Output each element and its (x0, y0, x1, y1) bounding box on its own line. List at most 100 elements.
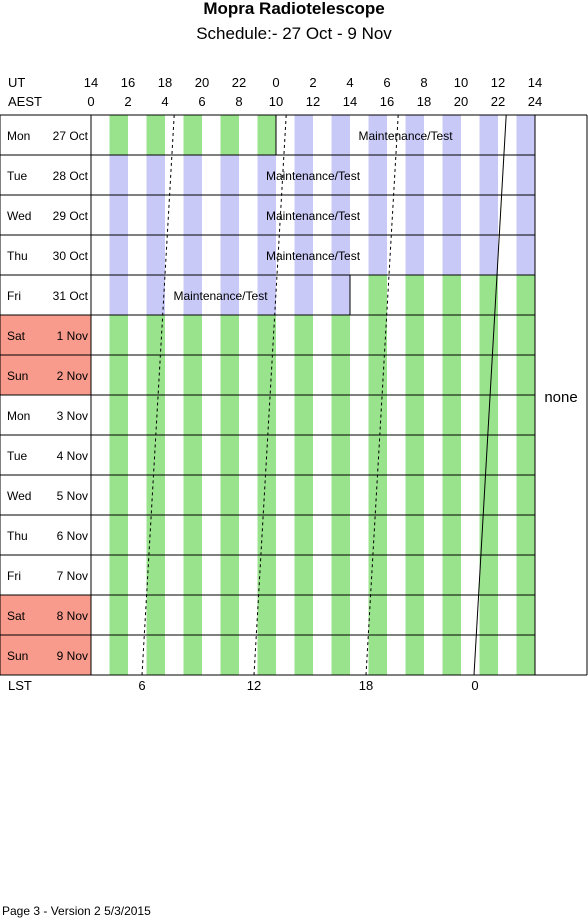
schedule-stripe (220, 355, 239, 395)
schedule-stripe (331, 315, 350, 355)
schedule-stripe (220, 475, 239, 515)
aest-tick-label: 14 (343, 94, 357, 109)
schedule-stripe (405, 275, 424, 315)
schedule-stripe (405, 355, 424, 395)
schedule-stripe (479, 355, 498, 395)
schedule-stripe (331, 115, 350, 155)
schedule-stripe (294, 115, 313, 155)
date-label: 6 Nov (57, 529, 88, 543)
schedule-stripe (405, 395, 424, 435)
day-of-week-label: Fri (7, 569, 21, 583)
date-label: 27 Oct (53, 129, 89, 143)
date-label: 5 Nov (57, 489, 88, 503)
schedule-stripe (405, 555, 424, 595)
schedule-stripe (220, 195, 239, 235)
aest-tick-label: 6 (198, 94, 205, 109)
schedule-stripe (109, 515, 128, 555)
schedule-stripe (294, 275, 313, 315)
ut-tick-label: 16 (121, 75, 135, 90)
schedule-stripe (183, 315, 202, 355)
ut-tick-label: 14 (84, 75, 98, 90)
schedule-stripe (479, 595, 498, 635)
ut-tick-label: 0 (272, 75, 279, 90)
aest-tick-label: 12 (306, 94, 320, 109)
schedule-stripe (442, 395, 461, 435)
schedule-stripe (516, 435, 535, 475)
day-of-week-label: Thu (7, 249, 28, 263)
schedule-stripe (257, 115, 276, 155)
schedule-stripe (331, 595, 350, 635)
maintenance-block-label: Maintenance/Test (266, 249, 361, 263)
schedule-stripe (146, 595, 165, 635)
schedule-stripe (146, 275, 165, 315)
date-label: 9 Nov (57, 649, 88, 663)
day-of-week-label: Mon (7, 129, 30, 143)
schedule-stripe (109, 395, 128, 435)
schedule-stripe (294, 475, 313, 515)
schedule-stripe (183, 555, 202, 595)
schedule-stripe (442, 275, 461, 315)
schedule-stripe (331, 155, 350, 195)
maintenance-block-label: Maintenance/Test (358, 129, 453, 143)
date-label: 3 Nov (57, 409, 88, 423)
schedule-stripe (479, 195, 498, 235)
schedule-stripe (368, 195, 387, 235)
aest-axis-label: AEST (8, 94, 42, 109)
schedule-stripe (405, 595, 424, 635)
schedule-stripe (109, 595, 128, 635)
schedule-stripe (442, 155, 461, 195)
schedule-stripe (516, 155, 535, 195)
schedule-stripe (331, 435, 350, 475)
aest-tick-label: 16 (380, 94, 394, 109)
schedule-stripe (183, 115, 202, 155)
day-of-week-label: Fri (7, 289, 21, 303)
schedule-stripe (479, 155, 498, 195)
schedule-stripe (109, 435, 128, 475)
schedule-stripe (109, 275, 128, 315)
schedule-stripe (183, 355, 202, 395)
schedule-stripe (257, 515, 276, 555)
schedule-stripe (109, 315, 128, 355)
day-of-week-label: Sun (7, 369, 28, 383)
schedule-stripe (294, 435, 313, 475)
ut-tick-label: 14 (528, 75, 542, 90)
schedule-stripe (331, 235, 350, 275)
schedule-stripe (220, 635, 239, 675)
schedule-stripe (516, 235, 535, 275)
schedule-stripe (183, 595, 202, 635)
schedule-stripe (257, 435, 276, 475)
day-of-week-label: Tue (7, 449, 28, 463)
schedule-stripe (257, 555, 276, 595)
day-of-week-label: Wed (7, 489, 31, 503)
schedule-stripe (405, 115, 424, 155)
schedule-stripe (220, 395, 239, 435)
schedule-stripe (516, 355, 535, 395)
schedule-stripe (183, 195, 202, 235)
date-label: 28 Oct (53, 169, 89, 183)
maintenance-block-label: Maintenance/Test (266, 169, 361, 183)
schedule-stripe (368, 315, 387, 355)
schedule-stripe (442, 435, 461, 475)
aest-tick-label: 22 (491, 94, 505, 109)
schedule-stripe (516, 395, 535, 435)
schedule-stripe (257, 315, 276, 355)
schedule-stripe (220, 155, 239, 195)
schedule-stripe (183, 275, 202, 315)
aest-tick-label: 18 (417, 94, 431, 109)
ut-tick-label: 18 (158, 75, 172, 90)
ut-tick-label: 4 (346, 75, 353, 90)
aest-tick-label: 8 (235, 94, 242, 109)
schedule-stripe (109, 355, 128, 395)
schedule-stripe (183, 635, 202, 675)
schedule-stripe (220, 555, 239, 595)
schedule-stripe (405, 515, 424, 555)
schedule-stripe (183, 395, 202, 435)
schedule-stripe (516, 115, 535, 155)
schedule-stripe (442, 235, 461, 275)
schedule-stripe (442, 635, 461, 675)
schedule-stripe (183, 515, 202, 555)
schedule-stripe (331, 195, 350, 235)
schedule-stripe (146, 315, 165, 355)
aest-tick-label: 0 (87, 94, 94, 109)
schedule-stripe (331, 475, 350, 515)
